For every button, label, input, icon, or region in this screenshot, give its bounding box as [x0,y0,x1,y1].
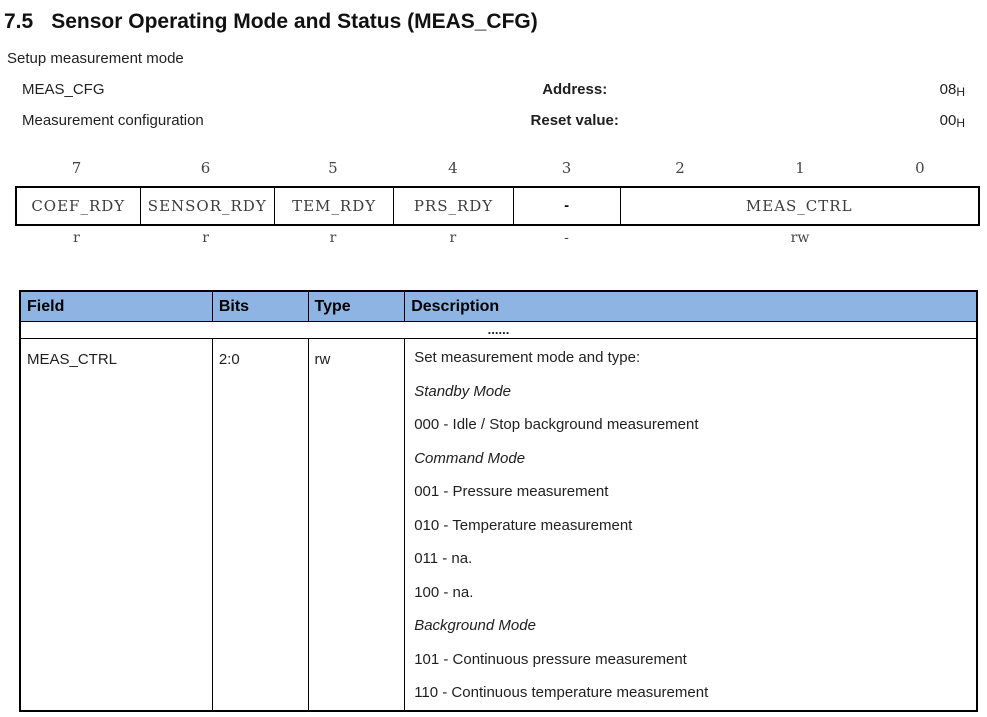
table-row: MEAS_CTRL 2:0 rw Set measurement mode an… [19,338,978,711]
col-header-description: Description [404,290,978,322]
description-line: 110 - Continuous temperature measurement [414,684,709,701]
section-title: Sensor Operating Mode and Status (MEAS_C… [51,10,538,33]
bit-cell: TEM_RDY [274,188,393,224]
bit-access: r [449,230,457,246]
field-cell: MEAS_CTRL [19,338,213,711]
bit-cell-row: COEF_RDY SENSOR_RDY TEM_RDY PRS_RDY - MEAS_CT… [15,186,980,226]
address-value-number: 08 [939,81,957,98]
register-name: MEAS_CFG [22,81,105,98]
intro-text: Setup measurement mode [7,50,184,67]
col-header-field: Field [19,290,213,322]
description-line: 011 - na. [414,550,473,567]
bit-number: 6 [200,159,211,177]
description-cell: Set measurement mode and type: Standby Mo… [404,338,978,711]
bit-number: 2 [675,159,685,177]
bit-access: - [564,230,569,246]
description-line: 100 - na. [414,583,474,601]
bit-access-row: r r r r - rw [15,230,980,254]
description-line: Set measurement mode and type: [414,349,641,366]
field-table-header-row: Field Bits Type Description [19,290,978,322]
bit-number: 5 [328,159,338,177]
bits-cell: 2:0 [211,338,309,711]
reset-value: 00H [673,112,987,130]
bit-cell: PRS_RDY [393,188,513,224]
description-line: Command Mode [414,449,526,467]
bit-diagram: 7 6 5 4 3 2 1 0 COEF_RDY SENSOR_RDY TEM_RDY PRS_RD… [15,159,980,254]
bit-number: 4 [448,159,458,177]
col-header-bits: Bits [211,290,309,322]
address-label: Address: [542,81,608,98]
description-line: 001 - Pressure measurement [414,483,609,500]
bit-number: 1 [795,159,805,177]
address-value: 08H [673,81,987,99]
register-reset-row: Measurement configuration Reset value: 0… [0,112,987,130]
field-table: Field Bits Type Description ...... MEAS_… [19,290,978,712]
bit-cell: COEF_RDY [31,197,126,215]
description-line: Standby Mode [414,382,511,400]
bit-cell: SENSOR_RDY [139,188,275,224]
section-number: 7.5 [4,10,34,33]
bit-cell: MEAS_CTRL [619,188,978,224]
register-description: Measurement configuration [22,112,204,129]
bit-access: r [329,230,337,246]
description-line: 101 - Continuous pressure measurement [414,650,687,668]
bit-access: r [73,230,80,246]
description-line: Background Mode [414,617,536,634]
bit-number-row: 7 6 5 4 3 2 1 0 [15,159,980,181]
description-line: 000 - Idle / Stop background measurement [414,416,699,433]
bit-number: 0 [915,159,925,177]
bit-number: 3 [561,159,572,177]
bit-access: rw [790,230,810,246]
reset-value-number: 00 [939,112,957,129]
description-line: 010 - Temperature measurement [414,516,633,534]
bit-cell: - [512,188,620,224]
type-cell: rw [307,338,406,711]
bit-access: r [202,230,209,246]
reset-value-label: Reset value: [530,112,619,129]
ellipsis-row: ...... [20,321,977,339]
reset-value-suffix: H [956,116,965,130]
register-address-row: MEAS_CFG Address: 08H [0,81,987,99]
ellipsis-text: ...... [20,321,977,339]
section-heading: 7.5 Sensor Operating Mode and Status (MEA… [4,10,987,34]
bit-number: 7 [71,159,82,177]
address-value-suffix: H [956,85,965,99]
col-header-type: Type [307,290,406,322]
